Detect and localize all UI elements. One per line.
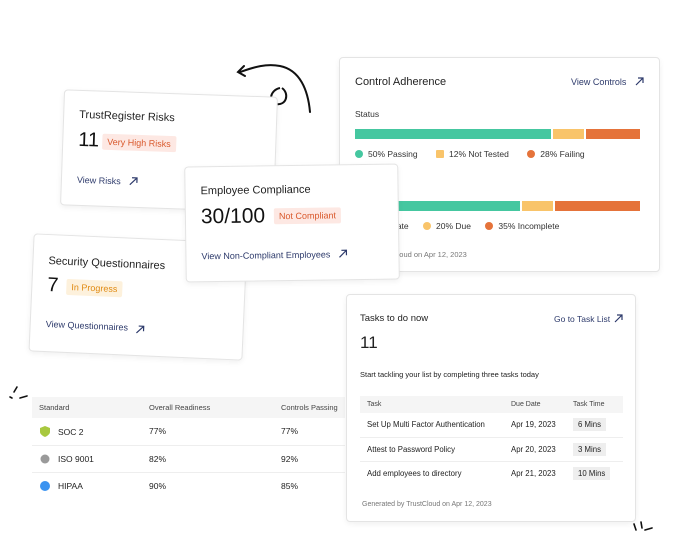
cell: HIPAA xyxy=(32,472,148,499)
cell: 92% xyxy=(281,453,299,464)
header-cell: Controls Passing xyxy=(281,403,338,412)
employee-count: 30/100 xyxy=(200,204,266,229)
legend-entry: 35% Incomplete xyxy=(498,221,560,231)
cell: Attest to Password Policy xyxy=(367,444,455,454)
standards-table: Standard Overall Readiness Controls Pass… xyxy=(32,397,345,497)
cell: 82% xyxy=(149,453,167,464)
card-title: Tasks to do now xyxy=(360,313,429,324)
link-arrow xyxy=(129,177,138,186)
status-badge: Not Compliant xyxy=(273,207,342,225)
table-header: Task Due Date Task Time xyxy=(360,396,623,413)
task-subtitle: Start tackling your list by completing t… xyxy=(360,370,539,379)
time-badge: 6 Mins xyxy=(573,418,606,432)
iso-icon xyxy=(40,454,50,463)
standard-name: SOC 2 xyxy=(58,426,84,437)
tasks-table: Task Due Date Task Time Set Up Multi Fac… xyxy=(360,396,623,485)
risks-card: TrustRegister Risks 11 Very High Risks V… xyxy=(60,89,278,213)
cell: 77% xyxy=(281,426,299,437)
standard-name: HIPAA xyxy=(58,480,83,491)
cell: 77% xyxy=(149,426,167,437)
cell: 3 Mins xyxy=(572,437,623,461)
employee-card: Employee Compliance 30/100 Not Compliant… xyxy=(184,163,400,283)
status-legend: 50% Passing 12% Not Tested 28% Failing xyxy=(355,149,585,159)
legend-entry: 28% Failing xyxy=(540,149,585,159)
cell: Apr 20, 2023 xyxy=(511,444,556,454)
status-label: Status xyxy=(355,109,380,119)
status-badge: In Progress xyxy=(66,278,123,298)
link-arrow xyxy=(614,314,623,323)
cell: Apr 21, 2023 xyxy=(511,468,556,478)
hipaa-icon xyxy=(40,480,50,491)
legend-entry: 12% Not Tested xyxy=(449,149,509,159)
view-risks-link[interactable]: View Risks xyxy=(76,174,121,187)
status-bar xyxy=(355,129,640,139)
view-questionnaires-link[interactable]: View Questionnaires xyxy=(45,319,129,333)
view-controls-link[interactable]: View Controls xyxy=(571,77,627,87)
task-list-link[interactable]: Go to Task List xyxy=(554,314,611,324)
legend-entry: 20% Due xyxy=(436,221,471,231)
header-cell: Task xyxy=(367,401,382,408)
cell: Set Up Multi Factor Authentication xyxy=(367,420,485,430)
table-row: Attest to Password Policy Apr 20, 2023 3… xyxy=(360,437,623,461)
cell: ISO 9001 xyxy=(32,445,148,472)
decor-squiggle xyxy=(633,521,653,531)
card-title: Control Adherence xyxy=(355,76,447,88)
completion-bar xyxy=(355,201,640,211)
table: Standard Overall Readiness Controls Pass… xyxy=(32,397,345,499)
standard-name: ISO 9001 xyxy=(58,453,94,464)
link-arrow xyxy=(339,249,348,258)
cell: SOC 2 xyxy=(32,418,148,445)
header-cell: Overall Readiness xyxy=(149,403,211,412)
table-header: Standard Overall Readiness Controls Pass… xyxy=(32,397,345,418)
status-badge: Very High Risks xyxy=(102,133,177,153)
link-arrow xyxy=(136,325,145,334)
table-row: ISO 9001 82% 92% xyxy=(32,445,345,472)
view-employees-link[interactable]: View Non-Compliant Employees xyxy=(201,249,331,262)
questionnaire-card: Security Questionnaires 7 In Progress Vi… xyxy=(28,233,248,361)
time-badge: 3 Mins xyxy=(573,442,606,456)
table-row: Set Up Multi Factor Authentication Apr 1… xyxy=(360,413,623,437)
footer-note: Generated by TrustCloud on Apr 12, 2023 xyxy=(362,501,492,508)
legend-entry: 50% Passing xyxy=(368,149,418,159)
decor-squiggle xyxy=(9,386,28,399)
table-row: Add employees to directory Apr 21, 2023 … xyxy=(360,461,623,485)
table-row: HIPAA 90% 85% xyxy=(32,472,345,499)
header-cell: Task Time xyxy=(573,401,605,408)
cell: 90% xyxy=(149,480,167,491)
cell: 10 Mins xyxy=(572,461,623,485)
card-title: TrustRegister Risks xyxy=(78,108,175,125)
tasks-card: Tasks to do now Go to Task List 11 Start… xyxy=(346,294,636,522)
card-title: Security Questionnaires xyxy=(48,255,166,273)
link-arrow xyxy=(635,77,644,86)
header-cell: Due Date xyxy=(511,401,541,408)
cell: Apr 19, 2023 xyxy=(511,420,556,430)
cell: 6 Mins xyxy=(572,413,623,437)
soc-icon xyxy=(40,425,50,437)
cell: 85% xyxy=(281,480,299,491)
task-count: 11 xyxy=(360,333,378,352)
card-title: Employee Compliance xyxy=(200,183,311,198)
risk-count: 11 xyxy=(77,128,100,152)
questionnaire-count: 7 xyxy=(46,274,60,297)
cell: Add employees to directory xyxy=(367,468,462,478)
table-row: SOC 2 77% 77% xyxy=(32,418,345,445)
time-badge: 10 Mins xyxy=(573,466,611,480)
header-cell: Standard xyxy=(39,403,70,412)
